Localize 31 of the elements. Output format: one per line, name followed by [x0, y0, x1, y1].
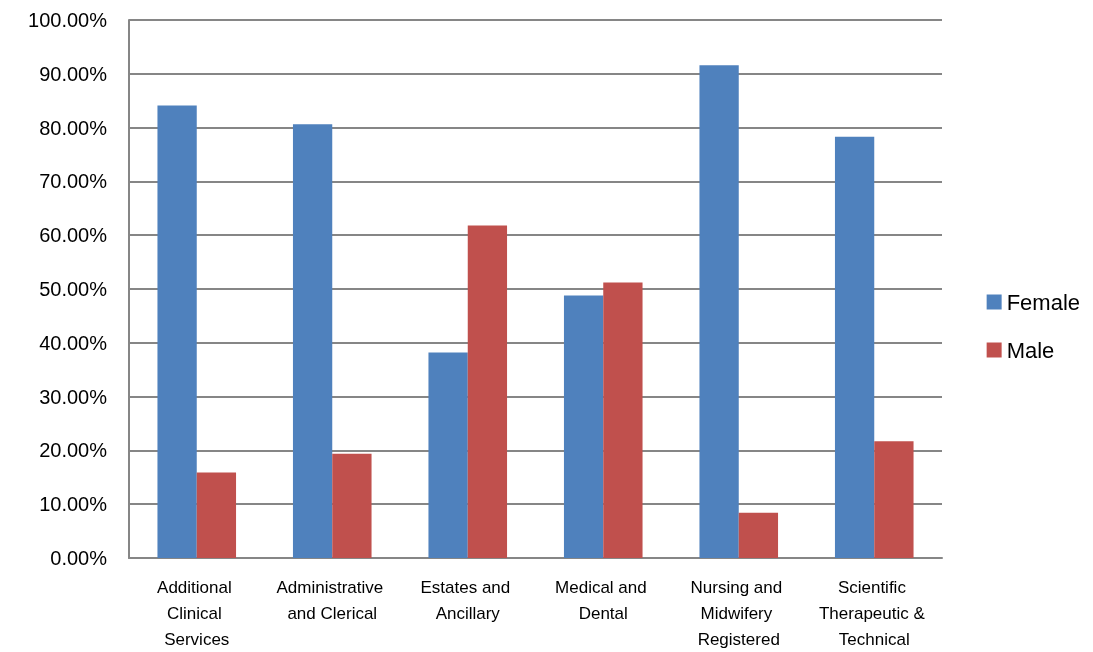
y-tick-label: 40.00% [39, 331, 108, 354]
bar [292, 124, 333, 558]
bar [834, 136, 875, 558]
bar [874, 441, 914, 558]
bar [603, 282, 643, 558]
x-tick-label: Estates and Ancillary [420, 577, 516, 623]
bar [332, 453, 372, 558]
x-tick-label: Medical and Dental [555, 577, 652, 623]
bar [428, 352, 468, 558]
legend-label: Female [1006, 289, 1080, 315]
y-tick-label: 80.00% [39, 116, 108, 139]
y-tick-label: 90.00% [39, 62, 108, 85]
y-tick-label: 100.00% [28, 9, 108, 31]
bar [196, 472, 237, 558]
y-tick-label: 20.00% [39, 439, 108, 462]
bar [157, 105, 197, 558]
y-tick-label: 10.00% [39, 493, 108, 516]
y-tick-label: 60.00% [39, 224, 108, 247]
y-tick-label: 50.00% [39, 278, 108, 300]
bar [467, 225, 508, 558]
y-tick-label: 30.00% [39, 385, 108, 408]
y-tick-label: 70.00% [39, 170, 108, 193]
bar [699, 65, 739, 558]
x-tick-label: Nursing and Midwifery Registered [690, 577, 787, 649]
bar [738, 512, 779, 558]
x-tick-label: Additional Clinical Services [157, 577, 237, 649]
y-tick-label: 0.00% [50, 547, 108, 569]
legend-label: Male [1006, 337, 1055, 363]
x-tick-label: Administrative and Clerical [276, 577, 388, 623]
bar [563, 295, 604, 558]
x-tick-label: Scientific Therapeutic & Technical [818, 577, 930, 649]
